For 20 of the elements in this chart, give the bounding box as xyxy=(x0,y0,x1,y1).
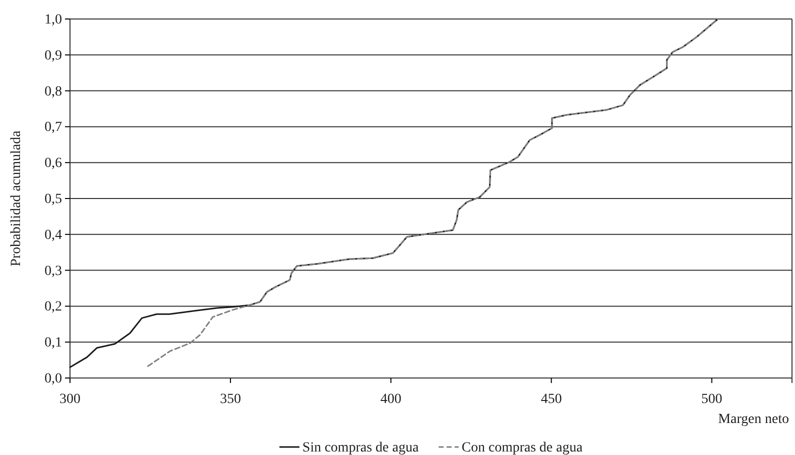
x-tick-label: 450 xyxy=(540,392,562,407)
x-tick-label: 500 xyxy=(701,392,722,407)
x-tick-label: 350 xyxy=(220,392,241,407)
y-tick-label: 1,0 xyxy=(44,12,62,28)
x-axis-title: Margen neto xyxy=(718,412,789,427)
x-tick-label: 400 xyxy=(380,392,402,407)
x-tick-label: 300 xyxy=(60,392,80,407)
y-tick-label: 0,0 xyxy=(44,371,62,386)
y-tick-label: 0,2 xyxy=(44,300,62,315)
y-axis-title: Probabilidad acumulada xyxy=(9,130,24,266)
y-tick-label: 0,3 xyxy=(44,264,62,279)
y-tick-label: 0,9 xyxy=(44,48,62,64)
legend-label: Sin compras de agua xyxy=(302,440,420,455)
y-tick-label: 0,5 xyxy=(44,192,62,207)
y-tick-label: 0,7 xyxy=(44,120,62,136)
legend-label: Con compras de agua xyxy=(462,440,584,455)
y-tick-label: 0,4 xyxy=(44,228,62,243)
y-tick-label: 0,8 xyxy=(44,84,62,100)
y-tick-label: 0,6 xyxy=(44,156,62,172)
y-tick-label: 0,1 xyxy=(44,336,62,351)
